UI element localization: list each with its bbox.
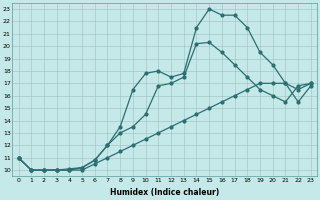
- X-axis label: Humidex (Indice chaleur): Humidex (Indice chaleur): [110, 188, 219, 197]
